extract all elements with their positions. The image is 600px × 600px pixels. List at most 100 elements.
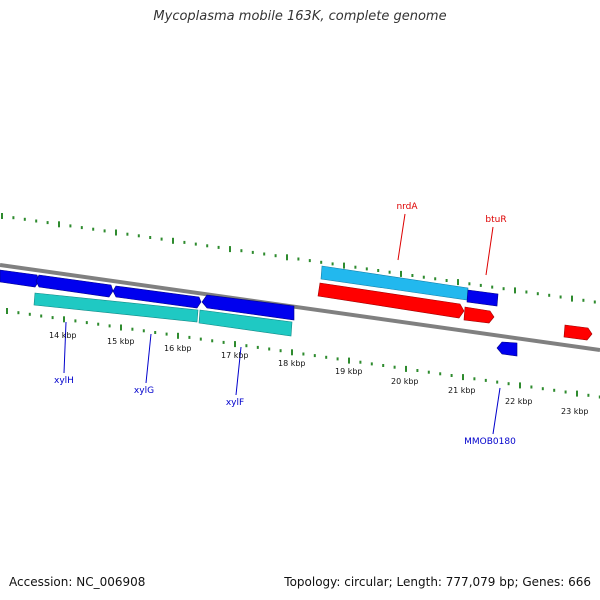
upper-tick	[536, 292, 539, 296]
lower-tick	[416, 369, 419, 372]
scale-label: 18 kbp	[278, 359, 306, 368]
upper-tick	[80, 226, 83, 230]
lower-tick	[302, 352, 305, 356]
lower-tick	[108, 324, 111, 328]
upper-tick	[35, 219, 38, 223]
lower-tick	[496, 380, 499, 384]
lower-tick	[40, 314, 43, 318]
lower-tick	[85, 321, 88, 325]
lower-tick	[462, 374, 464, 381]
lower-tick	[382, 364, 385, 367]
lower-tick	[598, 395, 600, 399]
scale-label: 23 kbp	[561, 407, 589, 416]
gene-red-1[interactable]	[317, 282, 465, 319]
upper-tick	[548, 293, 551, 297]
upper-tick	[479, 283, 482, 287]
gene-red-2[interactable]	[463, 306, 495, 324]
upper-tick	[582, 298, 585, 302]
reverse-strand-genes	[33, 282, 593, 357]
upper-tick	[23, 217, 26, 221]
upper-tick	[240, 249, 243, 253]
leader-xylG	[145, 333, 152, 384]
genome-summary-text: Topology: circular; Length: 777,079 bp; …	[284, 575, 591, 589]
upper-tick	[160, 237, 163, 241]
gene-blue-forward-3[interactable]	[112, 285, 202, 309]
upper-tick	[525, 290, 528, 294]
lower-tick	[256, 345, 259, 349]
scale-label: 21 kbp	[448, 386, 476, 395]
lower-tick	[439, 372, 442, 376]
lower-tick	[576, 390, 578, 397]
upper-tick	[320, 260, 323, 264]
upper-tick	[251, 250, 254, 254]
upper-tick	[434, 277, 437, 281]
lower-tick	[393, 365, 396, 369]
leader-MMOB0180	[492, 387, 501, 435]
gene-blue-forward-5[interactable]	[466, 289, 499, 307]
lower-tick	[348, 357, 350, 364]
lower-tick	[359, 360, 362, 364]
upper-tick	[12, 216, 15, 220]
map-title: Mycoplasma mobile 163K, complete genome	[153, 9, 447, 24]
lower-tick	[519, 382, 521, 389]
upper-tick	[286, 254, 288, 261]
gene-blue-forward-4[interactable]	[201, 294, 295, 321]
lower-tick	[553, 388, 556, 392]
lower-tick	[336, 357, 339, 361]
upper-tick	[149, 236, 152, 239]
gene-cyan-1[interactable]	[33, 292, 199, 323]
gene-label-xylG[interactable]: xylG	[134, 386, 154, 396]
upper-tick	[468, 282, 471, 286]
leader-xylF	[235, 346, 242, 396]
upper-tick	[183, 240, 186, 244]
lower-tick	[177, 332, 179, 339]
genome-backbone	[0, 263, 600, 352]
lower-tick	[165, 332, 168, 336]
lower-tick	[325, 355, 328, 359]
gene-label-xylF[interactable]: xylF	[226, 398, 244, 408]
gene-red-3[interactable]	[563, 324, 593, 341]
gene-label-btuR[interactable]: btuR	[485, 215, 506, 225]
lower-tick	[234, 341, 236, 348]
upper-tick	[126, 232, 129, 236]
lower-tick	[587, 393, 590, 397]
lower-tick	[564, 390, 567, 394]
scale-label: 16 kbp	[164, 344, 192, 353]
gene-label-xylH[interactable]: xylH	[54, 376, 74, 386]
leader-nrdA	[397, 213, 406, 261]
upper-tick	[400, 270, 402, 277]
lower-tick	[17, 311, 20, 315]
upper-tick	[571, 295, 573, 302]
gene-cyan-2[interactable]	[198, 309, 293, 337]
upper-tick	[377, 269, 380, 272]
scale-label: 14 kbp	[49, 331, 77, 340]
upper-tick	[58, 221, 60, 228]
accession-text: Accession: NC_006908	[9, 575, 146, 589]
lower-tick	[313, 354, 316, 358]
lower-tick	[63, 316, 65, 323]
lower-tick	[541, 387, 544, 391]
gene-blue-forward-2[interactable]	[35, 274, 114, 298]
upper-tick	[103, 229, 106, 233]
lower-tick	[405, 365, 407, 372]
lower-tick	[188, 335, 191, 339]
upper-tick	[388, 270, 391, 274]
upper-tick	[365, 267, 368, 271]
upper-tick-ring	[1, 213, 596, 304]
upper-tick	[69, 224, 72, 228]
lower-tick	[6, 308, 8, 314]
gene-blue-reverse-1[interactable]	[496, 341, 518, 357]
lower-tick	[268, 347, 271, 351]
gene-blue-forward-1[interactable]	[0, 269, 40, 288]
scale-label: 15 kbp	[107, 337, 135, 346]
gene-label-nrdA[interactable]: nrdA	[396, 202, 418, 212]
upper-tick	[514, 287, 516, 294]
upper-tick	[411, 274, 414, 277]
lower-tick	[28, 312, 31, 316]
gene-label-MMOB0180[interactable]: MMOB0180	[464, 437, 516, 447]
lower-tick	[51, 316, 54, 320]
gene-labels: xylH xylG xylF MMOB0180 nrdA btuR	[54, 202, 516, 447]
upper-tick	[422, 275, 425, 279]
forward-strand-genes	[0, 265, 499, 321]
